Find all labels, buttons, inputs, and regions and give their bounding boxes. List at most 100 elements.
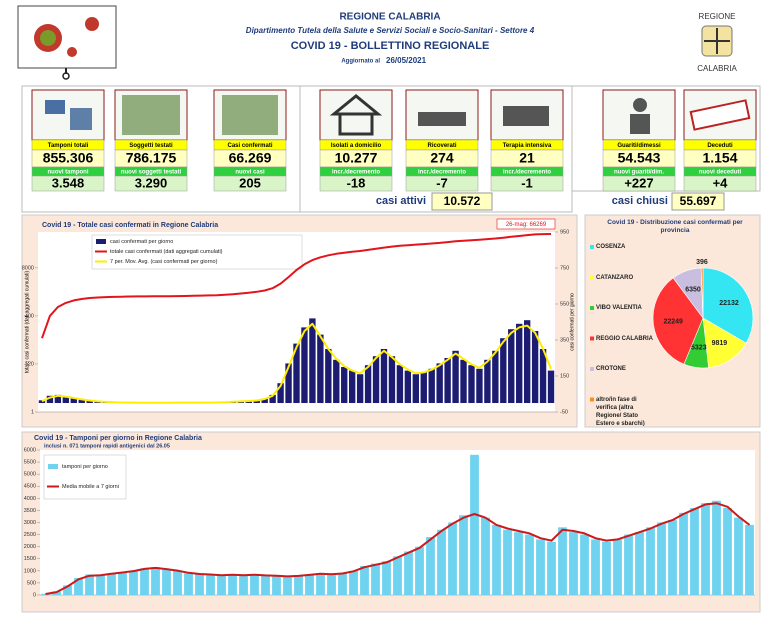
bar xyxy=(162,569,171,595)
tile-sub-label: nuovi tamponi xyxy=(48,170,89,176)
bar xyxy=(393,556,402,595)
tile-sub-value: +227 xyxy=(624,175,653,190)
bar xyxy=(539,349,547,403)
y-tick-label: 1000 xyxy=(24,568,36,574)
bar xyxy=(333,359,340,403)
icon-shape xyxy=(503,106,549,126)
bar xyxy=(301,327,308,403)
y-tick-label: 5500 xyxy=(24,460,36,466)
bar xyxy=(500,338,507,403)
bar xyxy=(217,575,226,595)
bar xyxy=(412,374,419,403)
y-tick-label: 4000 xyxy=(24,496,36,502)
bar xyxy=(420,372,427,403)
legend-label: COSENZA xyxy=(596,244,626,250)
legend-wrap: COSENZA xyxy=(596,244,626,250)
bar xyxy=(580,534,589,595)
tile-label: Casi confermati xyxy=(227,143,272,149)
bar xyxy=(74,578,83,595)
bar xyxy=(38,400,46,403)
tile-sub-value-bg xyxy=(31,175,105,192)
tile-sub-value-bg xyxy=(319,175,393,192)
legend-wrap: VIBO VALENTIA xyxy=(596,305,642,311)
chart-title: Covid 19 - Totale casi confermati in Reg… xyxy=(42,222,218,229)
y2-tick-label: -50 xyxy=(560,409,568,415)
updated-label: Aggiornato al xyxy=(341,59,380,65)
tile-icon-art xyxy=(45,94,751,136)
bar xyxy=(305,574,314,595)
tile-label: Guariti/dimessi xyxy=(617,143,661,149)
bar xyxy=(325,349,332,403)
legend-label: 7 per. Mov. Avg. (casi confermati per gi… xyxy=(110,259,218,265)
bar xyxy=(46,395,54,403)
tile-sub-label: incr./decremento xyxy=(503,170,551,176)
y2-axis-label: casi confermati per giorno xyxy=(569,293,575,351)
closed-label: casi chiusi xyxy=(612,195,668,207)
bar xyxy=(338,573,347,595)
bar xyxy=(396,365,404,403)
annotation: 26-mag: 66269 xyxy=(506,222,547,228)
y-tick-label: 3000 xyxy=(24,520,36,526)
bar xyxy=(635,532,644,595)
header-title: REGIONE CALABRIA xyxy=(339,12,440,23)
tile-value: 66.269 xyxy=(229,150,272,166)
tile-sub-value-bg xyxy=(114,175,188,192)
icon-shape xyxy=(122,95,180,135)
tile-value: 1.154 xyxy=(702,150,737,166)
bar xyxy=(283,576,292,595)
y-tick-label: 1 xyxy=(31,409,34,415)
bar xyxy=(184,573,193,595)
tile-value: 786.175 xyxy=(126,150,177,166)
virus-icon xyxy=(40,30,56,46)
tile-label: Tamponi totali xyxy=(48,143,89,149)
legend-label: REGGIO CALABRIA xyxy=(596,335,653,342)
y-tick-label: 5000 xyxy=(24,472,36,478)
pie-slice xyxy=(652,277,704,365)
tile-sub-value-bg xyxy=(683,175,757,192)
logo-top: REGIONE xyxy=(699,12,736,21)
legend-swatch xyxy=(590,336,594,341)
y-tick-label: 400 xyxy=(25,313,34,319)
y2-tick-label: 150 xyxy=(560,373,569,379)
bar xyxy=(206,574,215,595)
pie-value-label: 22132 xyxy=(719,300,739,307)
tile-sub-label: nuovi soggetti testati xyxy=(121,170,182,176)
bar xyxy=(734,517,743,595)
bar xyxy=(679,512,688,595)
chart-title: Covid 19 - Tamponi per giorno in Regione… xyxy=(34,435,202,442)
line xyxy=(41,322,552,404)
bar xyxy=(239,575,248,595)
y-tick-label: 2000 xyxy=(24,544,36,550)
icon-shape xyxy=(222,95,278,135)
tile-sub-value-bg xyxy=(490,175,564,192)
bar xyxy=(228,574,237,595)
legend-box xyxy=(43,454,127,500)
pie-value-label: 22249 xyxy=(663,319,683,326)
tile-value: 54.543 xyxy=(618,150,661,166)
bar xyxy=(382,561,391,595)
pie-value-label: 5323 xyxy=(691,345,707,352)
bar xyxy=(52,591,61,595)
legend-swatch xyxy=(590,306,594,310)
line xyxy=(41,233,552,339)
bar xyxy=(341,367,348,403)
bar xyxy=(360,566,369,595)
y-tick-label: 4500 xyxy=(24,484,36,490)
tile-sub-value: 3.548 xyxy=(52,175,85,190)
virus-icon xyxy=(85,17,99,31)
bar xyxy=(745,524,754,595)
bar xyxy=(613,539,622,595)
bar xyxy=(253,400,260,403)
bar xyxy=(151,567,160,595)
bar xyxy=(701,503,710,595)
bar xyxy=(327,574,336,595)
virus-icon xyxy=(67,47,77,57)
active-value: 10.572 xyxy=(444,194,481,208)
y2-tick-label: 350 xyxy=(560,337,569,343)
closed-value-bg xyxy=(671,192,725,211)
bar xyxy=(448,522,457,595)
icon-shape xyxy=(418,112,466,126)
bar xyxy=(364,365,372,403)
